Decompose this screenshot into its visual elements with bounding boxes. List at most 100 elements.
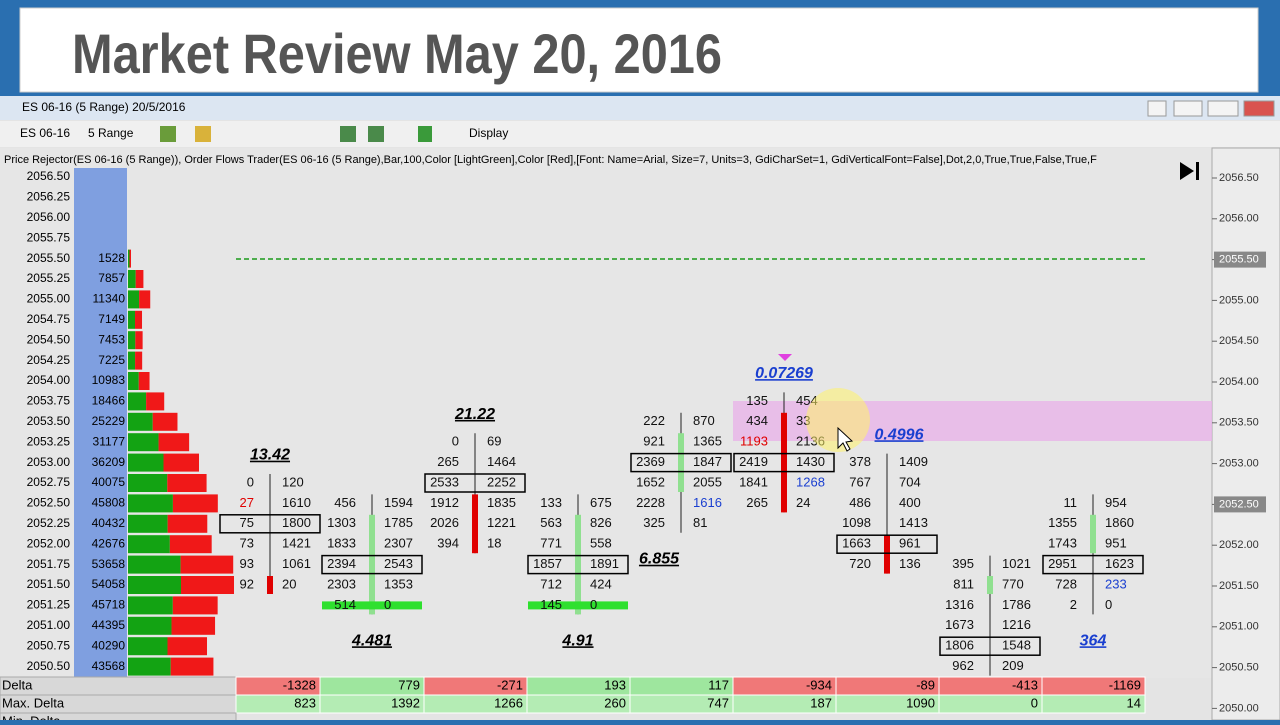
dynamic: 2056.50 2056.25 2056.00 2055.75 2055.50 1528 2…	[0, 169, 1266, 725]
toolbar-icon[interactable]	[195, 126, 211, 142]
volume-bar-sell	[152, 412, 178, 431]
play-button[interactable]	[1180, 162, 1194, 180]
ask-volume: 1464	[487, 454, 516, 469]
axis-label: 2053.00	[1219, 458, 1259, 470]
period-dropdown[interactable]: 5 Range	[88, 126, 134, 140]
bid-volume: 2303	[327, 576, 356, 591]
ask-volume: 1623	[1105, 556, 1134, 571]
display-menu[interactable]: Display	[469, 126, 508, 140]
bid-volume: 720	[849, 556, 871, 571]
bid-volume: 1303	[327, 515, 356, 530]
ladder-volume: 45808	[92, 496, 126, 510]
volume-bar-sell	[170, 657, 214, 676]
ask-volume: 1221	[487, 515, 516, 530]
bid-volume: 2951	[1048, 556, 1077, 571]
button[interactable]	[1147, 100, 1167, 117]
volume-bar-buy	[128, 249, 130, 268]
axis-highlight	[1214, 496, 1266, 513]
bid-volume: 771	[540, 536, 562, 551]
cell-box	[219, 514, 321, 534]
ask-volume: 1847	[693, 454, 722, 469]
table-row-bg	[0, 676, 237, 696]
axis-highlight	[1214, 251, 1266, 268]
volume-bar-sell	[139, 290, 151, 309]
volume-bar-sell	[167, 474, 207, 492]
ladder-price: 2055.00	[27, 292, 71, 306]
bid-volume: 1663	[842, 536, 871, 551]
table-value: 193	[604, 677, 626, 692]
ladder-volume: 53658	[92, 557, 126, 571]
candle	[369, 514, 375, 615]
column-label: 4.91	[561, 632, 593, 649]
ask-volume: 2055	[693, 474, 722, 489]
candle	[678, 433, 684, 492]
ask-volume: 870	[693, 413, 715, 428]
imbalance-bar	[322, 601, 422, 610]
toolbar-icon[interactable]	[418, 126, 432, 142]
volume-bar-buy	[128, 657, 171, 676]
volume-bar-sell	[181, 576, 234, 594]
bid-volume: 1833	[327, 536, 356, 551]
ask-volume: 675	[590, 495, 612, 510]
toolbar-icon[interactable]	[368, 126, 384, 142]
ask-volume: 0	[1105, 597, 1112, 612]
bid-volume: 2369	[636, 454, 665, 469]
bid-volume: 1316	[945, 597, 974, 612]
table-value: 747	[707, 695, 729, 710]
maximize-button[interactable]	[1207, 100, 1239, 117]
ladder-volume: 18466	[92, 394, 126, 408]
ladder-price: 2055.50	[27, 251, 71, 265]
ask-volume: 1409	[899, 454, 928, 469]
cell-box	[733, 452, 835, 473]
volume-bar-sell	[146, 392, 165, 411]
ladder-price: 2054.25	[27, 353, 71, 367]
cell-box	[527, 554, 629, 575]
ask-volume: 1268	[796, 474, 825, 489]
ask-volume: 1548	[1002, 638, 1031, 653]
play-button-bar	[1196, 162, 1199, 180]
column-label: 13.42	[250, 447, 290, 464]
candle	[884, 535, 890, 574]
minimize-button[interactable]	[1173, 100, 1203, 117]
bid-volume: 2	[1070, 597, 1077, 612]
bid-volume: 27	[240, 495, 254, 510]
bid-volume: 728	[1055, 576, 1077, 591]
bid-volume: 2533	[430, 474, 459, 489]
ladder-price: 2056.50	[27, 169, 71, 183]
volume-bar-sell	[138, 372, 150, 390]
table-value: 14	[1127, 695, 1141, 710]
cell-box	[939, 636, 1041, 656]
bid-volume: 73	[240, 536, 254, 551]
ladder-volume: 40290	[92, 638, 126, 652]
cell-box	[321, 554, 423, 575]
bid-volume: 712	[540, 576, 562, 591]
ladder-price: 2053.75	[27, 394, 71, 408]
ask-volume: 1610	[282, 495, 311, 510]
bid-volume: 394	[437, 536, 459, 551]
ladder-price: 2054.00	[27, 373, 71, 387]
bid-volume: 133	[540, 495, 562, 510]
ask-volume: 1061	[282, 556, 311, 571]
ladder-volume: 10983	[92, 373, 126, 387]
ask-volume: 424	[590, 576, 612, 591]
table-value: -271	[497, 677, 523, 692]
bid-volume: 434	[746, 413, 768, 428]
instrument-dropdown[interactable]: ES 06-16	[20, 126, 70, 140]
axis-label: 2052.50	[1219, 498, 1259, 510]
ask-volume: 1421	[282, 536, 311, 551]
ladder-volume: 25229	[92, 414, 126, 428]
axis-label: 2050.50	[1219, 662, 1259, 674]
close-button[interactable]	[1243, 100, 1275, 117]
ask-volume: 826	[590, 515, 612, 530]
table-cell	[938, 694, 1043, 714]
ask-volume: 120	[282, 474, 304, 489]
toolbar-icon[interactable]	[160, 126, 176, 142]
bid-volume: 2228	[636, 495, 665, 510]
ladder-volume: 7225	[98, 353, 125, 367]
axis-label: 2051.50	[1219, 580, 1259, 592]
volume-bar-sell	[172, 494, 218, 513]
bid-volume: 2026	[430, 515, 459, 530]
toolbar-icon[interactable]	[340, 126, 356, 142]
volume-bar-buy	[128, 514, 168, 533]
table-value: 1090	[906, 695, 935, 710]
